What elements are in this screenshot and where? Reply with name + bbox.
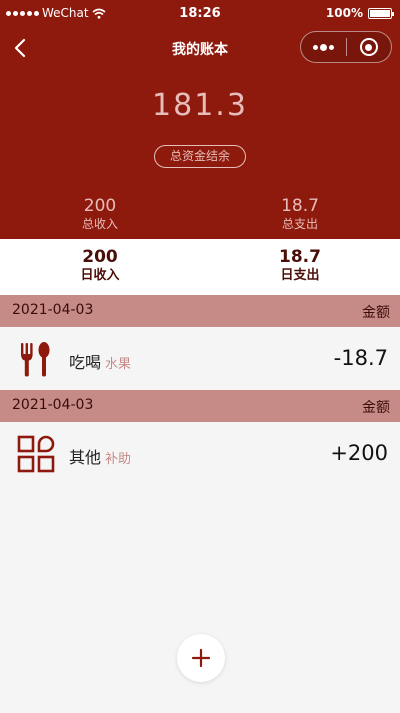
total-income: 200 总收入 <box>0 196 200 232</box>
mini-program-capsule <box>300 31 392 63</box>
nav-bar: 我的账本 <box>0 26 400 70</box>
daily-income-value: 200 <box>82 247 118 267</box>
entry-amount: +200 <box>330 441 388 465</box>
header: WeChat 18:26 100% 我的账本 <box>0 0 400 239</box>
date-header: 2021-04-03 金额 <box>0 295 400 327</box>
daily-income-label: 日收入 <box>80 268 120 283</box>
page-title: 我的账本 <box>172 42 228 58</box>
close-mini-program-button[interactable] <box>346 38 391 56</box>
more-icon <box>312 44 318 50</box>
list-item[interactable]: 其他 补助 +200 <box>0 422 400 486</box>
entry-category: 其他 补助 <box>69 444 131 468</box>
utensils-icon <box>21 342 50 377</box>
status-right: 100% <box>325 6 394 20</box>
subcategory-label: 水果 <box>105 357 132 372</box>
category-label: 吃喝 <box>69 353 102 372</box>
balance-value: 181.3 <box>152 88 248 123</box>
total-expense: 18.7 总支出 <box>200 196 400 232</box>
daily-expense-label: 日支出 <box>280 268 320 283</box>
entry-amount: -18.7 <box>333 346 388 370</box>
signal-icon <box>6 10 39 16</box>
amount-header: 金额 <box>362 400 390 416</box>
entry-category: 吃喝 水果 <box>69 349 131 373</box>
status-time: 18:26 <box>179 6 221 21</box>
close-mini-program-icon <box>359 38 378 56</box>
category-label: 其他 <box>69 448 102 467</box>
list-item[interactable]: 吃喝 水果 -18.7 <box>0 327 400 391</box>
total-expense-label: 总支出 <box>281 217 318 231</box>
amount-header: 金额 <box>362 305 390 321</box>
battery-icon <box>368 7 394 19</box>
daily-expense: 18.7 日支出 <box>200 247 400 285</box>
plus-icon <box>191 648 211 668</box>
daily-expense-value: 18.7 <box>279 247 321 267</box>
back-button[interactable] <box>6 34 34 62</box>
carrier-label: WeChat <box>42 6 89 20</box>
add-entry-button[interactable] <box>177 634 225 682</box>
total-income-label: 总收入 <box>81 217 118 231</box>
status-left: WeChat <box>6 6 106 20</box>
subcategory-label: 补助 <box>105 452 132 467</box>
daily-summary: 200 日收入 18.7 日支出 <box>0 239 400 295</box>
date-label: 2021-04-03 <box>12 302 94 318</box>
back-icon <box>14 38 26 58</box>
status-bar: WeChat 18:26 100% <box>0 0 400 26</box>
total-expense-value: 18.7 <box>281 196 319 216</box>
date-label: 2021-04-03 <box>12 397 94 413</box>
daily-income: 200 日收入 <box>0 247 200 285</box>
total-income-value: 200 <box>83 196 117 216</box>
balance-label: 总资金结余 <box>154 145 246 168</box>
grid-shapes-icon <box>17 435 55 473</box>
battery-percent: 100% <box>325 6 363 20</box>
wifi-icon <box>92 8 106 19</box>
capsule-divider <box>345 38 347 56</box>
date-header: 2021-04-03 金额 <box>0 390 400 422</box>
more-button[interactable] <box>301 43 346 51</box>
